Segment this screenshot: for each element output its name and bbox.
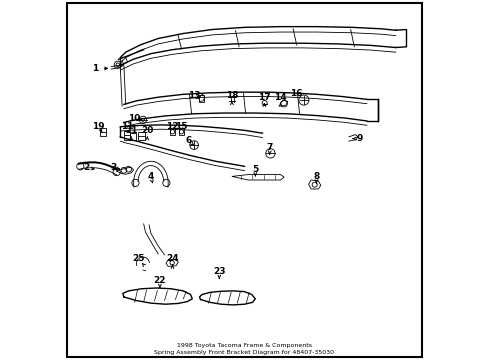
Text: 21: 21	[124, 126, 137, 135]
Bar	[199, 95, 204, 102]
Text: 19: 19	[92, 122, 105, 131]
Text: 16: 16	[290, 89, 303, 98]
Text: Spring Assembly Front Bracket Diagram for 48407-35030: Spring Assembly Front Bracket Diagram fo…	[154, 350, 334, 355]
Text: 22: 22	[153, 276, 166, 285]
Text: 2: 2	[83, 163, 89, 172]
Text: 6: 6	[185, 136, 191, 145]
Text: 17: 17	[258, 93, 270, 102]
Text: 24: 24	[166, 254, 179, 263]
Text: 12: 12	[166, 122, 179, 131]
Bar	[130, 133, 136, 140]
Text: 7: 7	[266, 143, 272, 152]
Text: 15: 15	[175, 122, 187, 131]
Text: 9: 9	[356, 134, 362, 143]
Bar	[179, 128, 183, 135]
Text: 1998 Toyota Tacoma Frame & Components: 1998 Toyota Tacoma Frame & Components	[177, 343, 311, 348]
Text: 8: 8	[313, 172, 319, 181]
Bar	[101, 128, 106, 136]
Text: 18: 18	[225, 91, 238, 100]
Text: 5: 5	[252, 165, 258, 174]
Text: 13: 13	[187, 91, 200, 100]
Text: 20: 20	[141, 126, 153, 135]
Text: 4: 4	[147, 172, 154, 181]
Bar	[170, 128, 175, 135]
Text: 1: 1	[92, 64, 98, 73]
Text: 14: 14	[274, 93, 286, 102]
Bar	[138, 132, 144, 140]
Text: 11: 11	[121, 122, 134, 131]
Text: 3: 3	[110, 163, 116, 172]
Bar	[123, 131, 130, 140]
Text: 10: 10	[128, 114, 141, 123]
Text: 23: 23	[213, 267, 225, 276]
Text: 25: 25	[132, 254, 144, 263]
